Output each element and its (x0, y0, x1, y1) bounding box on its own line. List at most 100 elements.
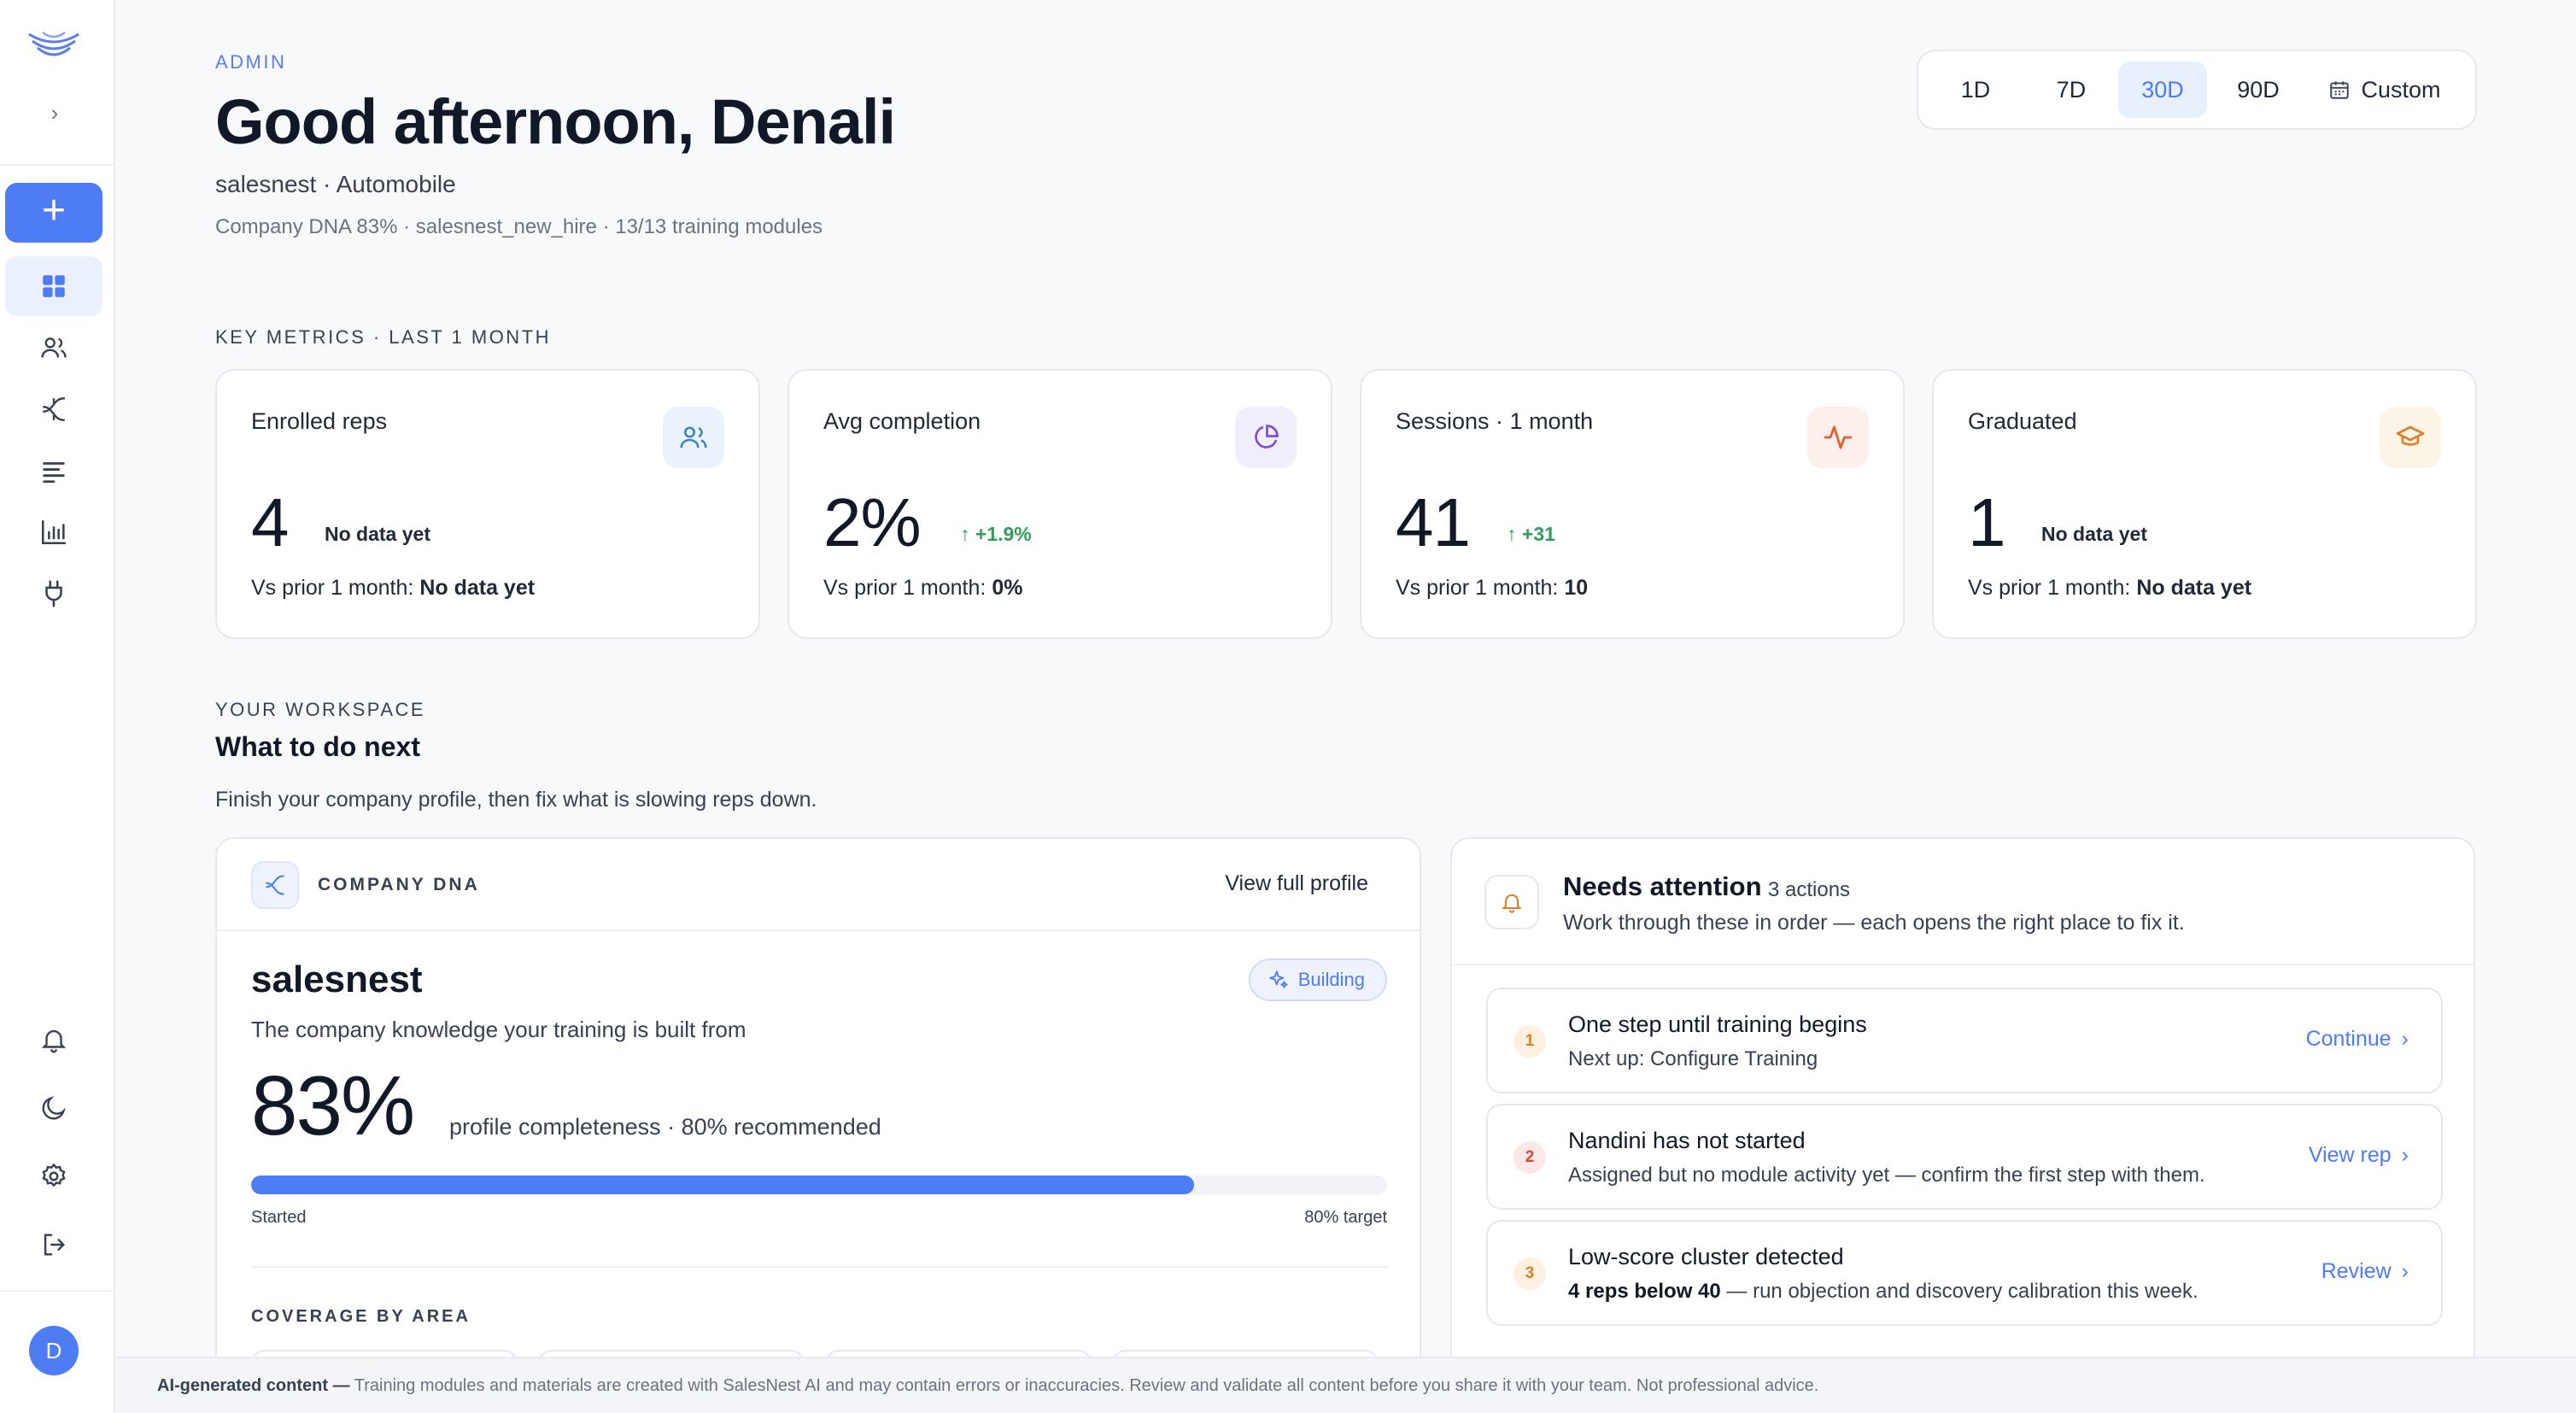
metric-prior: Vs prior 1 month: 10 (1396, 576, 1588, 601)
metric-card-graduated[interactable]: Graduated 1 No data yet Vs prior 1 month… (1932, 369, 2477, 639)
dna-card-header: COMPANY DNA View full profile (217, 839, 1420, 931)
users-icon (663, 407, 724, 468)
metric-delta: +1.9% (975, 523, 1032, 545)
workspace-subtitle: Finish your company profile, then fix wh… (215, 788, 817, 812)
settings-button[interactable] (5, 1146, 102, 1206)
dna-description: The company knowledge your training is b… (251, 1017, 746, 1042)
ai-disclaimer-footer: AI-generated content — Training modules … (116, 1357, 2576, 1413)
metric-delta: No data yet (325, 523, 430, 545)
sparkle-icon (251, 861, 299, 909)
attention-count: 3 actions (1768, 878, 1851, 901)
metric-label: Sessions · 1 month (1396, 408, 1594, 434)
review-button[interactable]: Review › (2321, 1259, 2409, 1284)
range-option-7d[interactable]: 7D (2056, 76, 2087, 103)
range-option-90d[interactable]: 90D (2237, 76, 2280, 103)
company-name: salesnest (251, 959, 423, 1000)
attention-item[interactable]: 3 Low-score cluster detected 4 reps belo… (1486, 1220, 2443, 1326)
sidebar-item-dashboard[interactable] (5, 256, 102, 316)
view-full-profile-link[interactable]: View full profile (1225, 871, 1368, 895)
prior-value: 10 (1564, 576, 1589, 600)
custom-range-label: Custom (2361, 76, 2441, 103)
metric-prior: Vs prior 1 month: 0% (823, 576, 1022, 601)
attention-item-detail: Next up: Configure Training (1568, 1047, 1818, 1070)
sidebar-item-users[interactable] (5, 318, 102, 378)
attention-item-highlight: 4 reps below 40 (1568, 1280, 1721, 1303)
activity-icon (1807, 407, 1869, 468)
attention-item-detail: Assigned but no module activity yet — co… (1568, 1164, 2205, 1187)
add-button[interactable]: + (5, 183, 102, 243)
divider (251, 1266, 1387, 1268)
avatar[interactable]: D (29, 1326, 79, 1375)
workspace-title: What to do next (215, 731, 420, 762)
range-option-1d[interactable]: 1D (1960, 76, 1991, 103)
salesnest-logo-icon[interactable] (26, 26, 82, 65)
status-badge-label: Building (1297, 969, 1365, 990)
attention-title: Needs attention (1563, 871, 1762, 901)
sidebar-item-modules[interactable] (5, 441, 102, 501)
metric-label: Graduated (1968, 408, 2077, 434)
plug-icon (45, 580, 62, 607)
sidebar-item-analytics[interactable] (5, 502, 102, 562)
metric-value: 2% (823, 484, 922, 560)
calendar-icon (2330, 81, 2350, 99)
metric-value: 41 (1396, 484, 1471, 560)
metric-card-enrolled-reps[interactable]: Enrolled reps 4 No data yet Vs prior 1 m… (215, 369, 760, 639)
prior-value: 0% (992, 576, 1023, 600)
metrics-section-label: KEY METRICS · LAST 1 MONTH (215, 326, 552, 348)
attention-item-title: Low-score cluster detected (1568, 1244, 1844, 1269)
needs-attention-card: Needs attention 3 actions Work through t… (1450, 837, 2475, 1413)
action-label: Continue (2305, 1027, 2392, 1051)
sidebar-divider (0, 1290, 115, 1292)
metric-card-avg-completion[interactable]: Avg completion 2% ↑ +1.9% Vs prior 1 mon… (787, 369, 1332, 639)
prior-label: Vs prior 1 month: (251, 576, 414, 600)
metric-prior: Vs prior 1 month: No data yet (251, 576, 535, 601)
graduation-cap-icon (2380, 407, 2441, 468)
meta-line: Company DNA 83% · salesnest_new_hire · 1… (215, 215, 823, 238)
view-rep-button[interactable]: View rep › (2309, 1143, 2409, 1168)
notifications-button[interactable] (5, 1010, 102, 1070)
continue-button[interactable]: Continue › (2306, 1027, 2409, 1052)
metric-label: Enrolled reps (251, 408, 388, 434)
chevron-right-icon: › (2401, 1027, 2409, 1051)
sidebar: › + D (0, 0, 115, 1413)
sidebar-item-integrations[interactable] (5, 564, 102, 624)
attention-item-title: Nandini has not started (1568, 1128, 1806, 1153)
date-range-selector: 1D 7D 30D 90D Custom (1917, 50, 2477, 130)
metric-card-sessions[interactable]: Sessions · 1 month 41 ↑ +31 Vs prior 1 m… (1360, 369, 1905, 639)
dna-eyebrow: COMPANY DNA (318, 875, 480, 894)
sidebar-item-dna[interactable] (5, 379, 102, 439)
logout-button[interactable] (5, 1215, 102, 1275)
range-option-custom[interactable]: Custom (2310, 62, 2460, 118)
attention-item-detail: — run objection and discovery calibratio… (1720, 1280, 2198, 1303)
chevron-right-icon: › (2401, 1143, 2409, 1167)
status-badge: Building (1248, 959, 1387, 1001)
prior-label: Vs prior 1 month: (1968, 576, 2131, 600)
theme-toggle[interactable] (5, 1078, 102, 1138)
action-label: Review (2321, 1259, 2392, 1283)
attention-item-subtitle: Next up: Configure Training (1568, 1047, 1818, 1071)
attention-item-subtitle: Assigned but no module activity yet — co… (1568, 1164, 2205, 1187)
attention-item[interactable]: 2 Nandini has not started Assigned but n… (1486, 1104, 2443, 1210)
grid-icon (43, 275, 65, 297)
attention-item-title: One step until training begins (1568, 1011, 1867, 1037)
metric-value: 4 (251, 484, 289, 560)
metric-label: Avg completion (823, 408, 981, 434)
chevron-right-icon[interactable]: › (50, 100, 59, 126)
step-number: 2 (1513, 1141, 1546, 1174)
role-label: ADMIN (215, 51, 287, 73)
coverage-label: COVERAGE BY AREA (251, 1307, 471, 1326)
progress-target-label: 80% target (1304, 1208, 1387, 1227)
attention-item[interactable]: 1 One step until training begins Next up… (1486, 988, 2443, 1093)
page-title: Good afternoon, Denali (215, 86, 896, 157)
metric-prior: Vs prior 1 month: No data yet (1968, 576, 2251, 601)
prior-value: No data yet (419, 576, 536, 600)
sparkles-icon (1269, 970, 1288, 988)
range-option-30d[interactable]: 30D (2118, 62, 2207, 118)
gear-icon (42, 1163, 66, 1187)
bell-icon (41, 1029, 67, 1053)
action-label: View rep (2308, 1143, 2392, 1167)
metric-delta-up: ↑ +31 (1507, 523, 1555, 545)
sidebar-divider (0, 164, 115, 166)
profile-completeness-value: 83% (251, 1058, 415, 1152)
users-icon (41, 337, 67, 358)
